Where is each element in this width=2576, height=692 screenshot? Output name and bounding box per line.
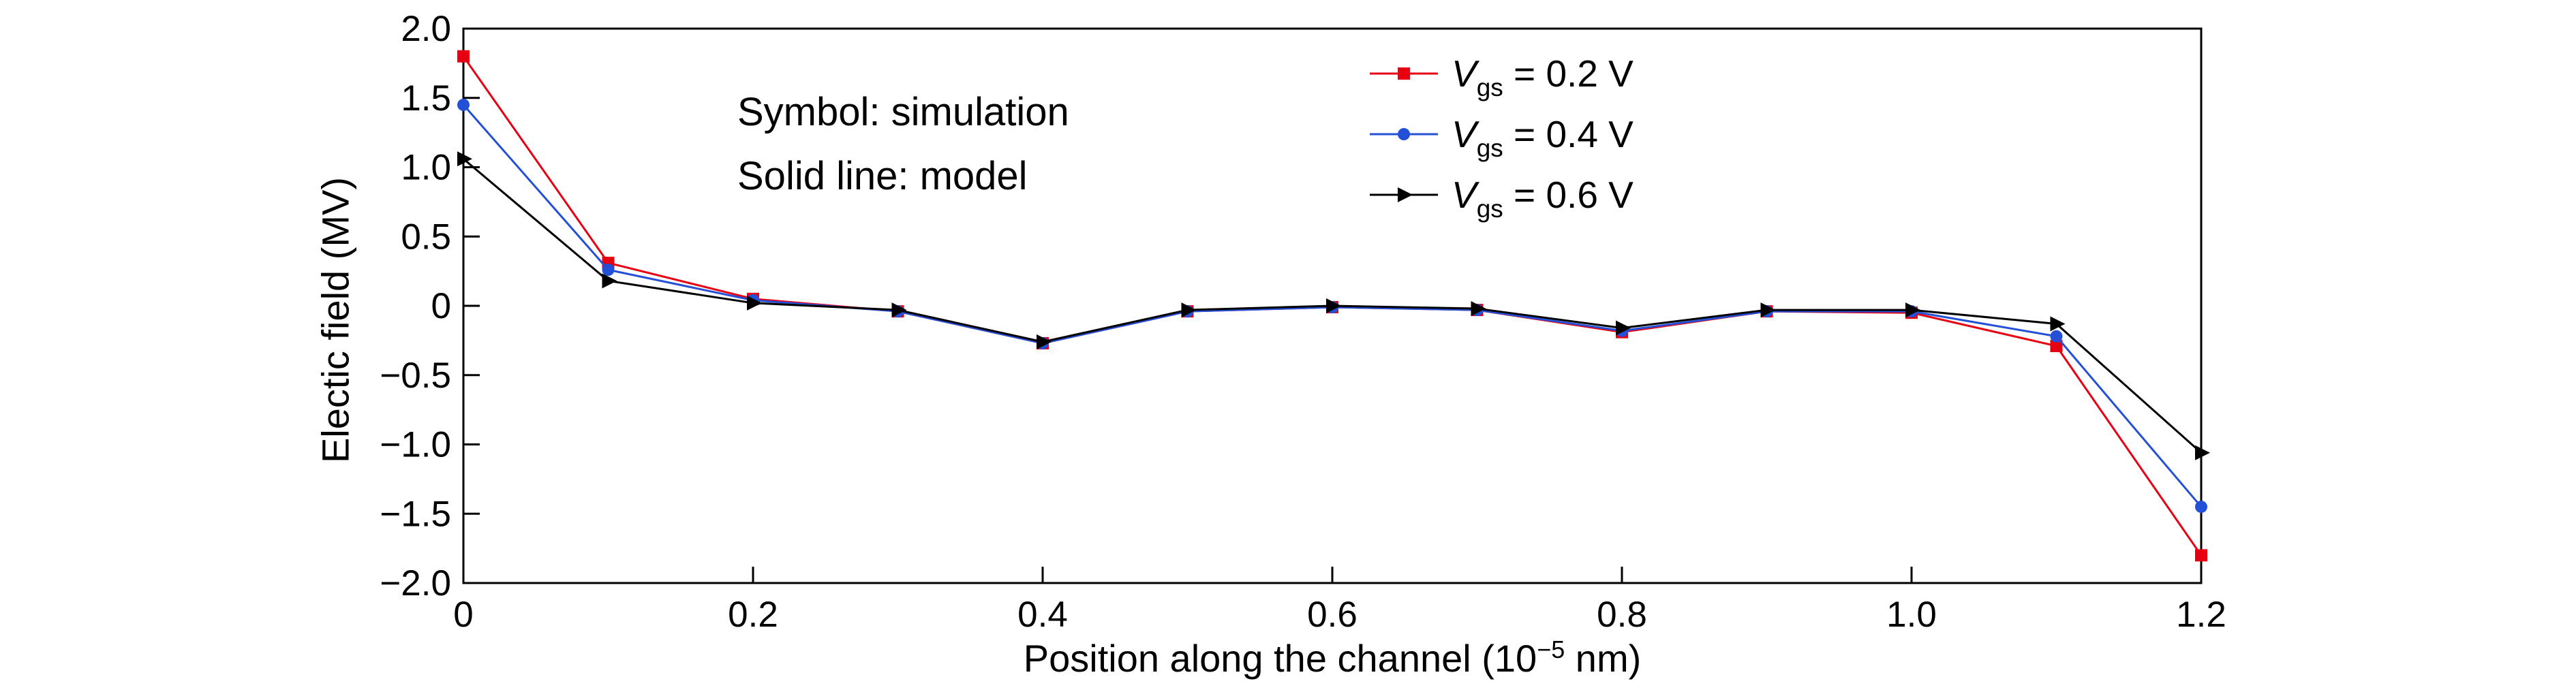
data-point-circle: [602, 264, 615, 277]
annotation-solidline-line: Solid line: model: [737, 153, 1028, 198]
y-tick-label: 1.5: [401, 78, 451, 119]
data-point-triangle: [1398, 187, 1413, 202]
data-point-triangle: [1760, 302, 1776, 318]
data-point-square: [2195, 549, 2207, 562]
x-tick-label: 0.4: [1017, 595, 1068, 635]
legend-label: Vgs = 0.2 V: [1452, 52, 1634, 101]
x-tick-label: 1.2: [2176, 595, 2226, 635]
data-point-triangle: [747, 295, 762, 311]
x-tick-label: 0: [453, 595, 473, 635]
legend-entry-3: Vgs = 0.6 V: [1370, 174, 1634, 223]
data-point-circle: [2195, 501, 2207, 514]
data-point-triangle: [1471, 301, 1486, 317]
data-point-triangle: [1905, 302, 1920, 318]
data-point-square: [2050, 340, 2063, 353]
x-axis-title-prefix: Position along the channel (10: [1023, 636, 1537, 680]
x-axis-title: Position along the channel (10−5 nm): [1024, 635, 1641, 680]
legend-entry-1: Vgs = 0.2 V: [1370, 52, 1634, 101]
x-tick-label: 0.2: [728, 595, 778, 635]
y-tick-label: −0.5: [380, 356, 451, 396]
data-point-circle: [1398, 128, 1410, 140]
data-point-triangle: [891, 302, 907, 318]
y-axis-title: Electic field (MV): [313, 176, 357, 464]
data-point-circle: [457, 98, 470, 111]
y-axis: −2.0 −1.5 −1.0 −0.5 0 0.5 1.0 1.5 2.0: [380, 9, 480, 603]
data-point-triangle: [2195, 445, 2210, 460]
x-axis: 0 0.2 0.4 0.6 0.8 1.0 1.2: [453, 567, 2226, 635]
data-point-triangle: [2050, 316, 2066, 332]
x-axis-title-superscript: −5: [1537, 635, 1565, 664]
x-tick-label: 0.6: [1307, 595, 1358, 635]
y-tick-label: 0.5: [401, 217, 451, 257]
y-tick-label: 2.0: [401, 9, 451, 49]
data-point-triangle: [457, 151, 472, 167]
y-tick-label: 0: [431, 286, 451, 326]
legend-entry-2: Vgs = 0.4 V: [1370, 113, 1634, 162]
legend-label: Vgs = 0.4 V: [1452, 113, 1634, 162]
annotation-block: Symbol: simulation Solid line: model: [737, 80, 1069, 208]
data-point-circle: [2050, 330, 2063, 343]
data-point-triangle: [1616, 320, 1631, 336]
legend-label: Vgs = 0.6 V: [1452, 174, 1634, 223]
data-point-triangle: [1181, 302, 1197, 318]
y-tick-label: −1.5: [380, 494, 451, 534]
series-vgs-0.6-v: [457, 151, 2210, 460]
data-point-square: [1398, 67, 1410, 80]
data-point-triangle: [1326, 298, 1341, 313]
y-tick-label: −1.0: [380, 425, 451, 465]
x-axis-title-suffix: nm): [1565, 636, 1642, 680]
x-tick-label: 0.8: [1597, 595, 1647, 635]
y-tick-label: −2.0: [380, 563, 451, 603]
x-tick-label: 1.0: [1886, 595, 1937, 635]
data-point-triangle: [1037, 334, 1052, 349]
legend: Vgs = 0.2 V Vgs = 0.4 V Vgs = 0.6 V: [1370, 52, 1634, 223]
data-point-square: [457, 50, 470, 63]
y-tick-label: 1.0: [401, 148, 451, 188]
annotation-symbol-line: Symbol: simulation: [737, 90, 1069, 134]
data-point-triangle: [602, 273, 617, 289]
